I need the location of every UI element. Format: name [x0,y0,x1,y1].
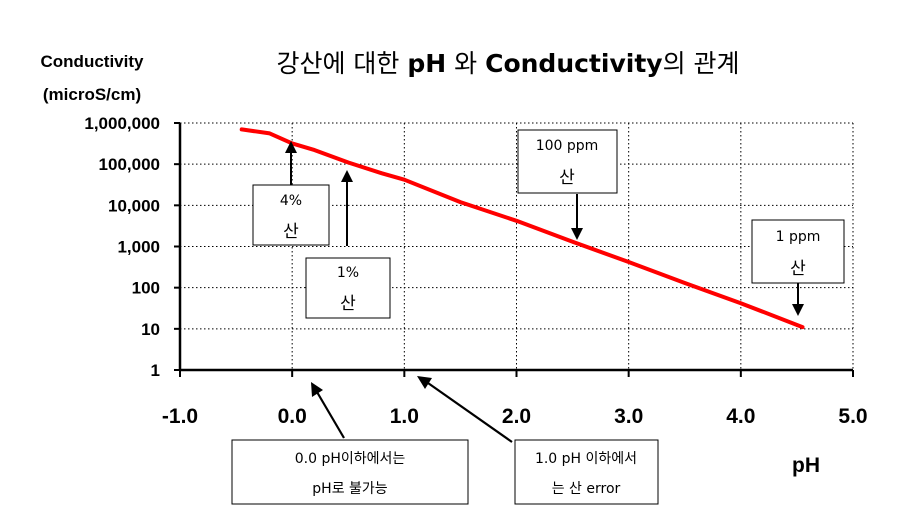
arrow-head [311,382,323,397]
annotation-line2: 는 산 error [552,481,621,497]
annotation-line1: 1 ppm [776,229,821,245]
y-axis-label-line1: Conductivity [41,52,144,71]
title-prefix: 강산에 대한 [276,49,407,78]
x-tick-label: 4.0 [726,405,755,428]
y-tick-label: 10,000 [108,196,160,215]
annotation-ph-0: 0.0 pH이하에서는 pH로 불가능 [231,382,469,505]
annotation-line1: 1.0 pH 이하에서 [535,451,637,467]
arrow-head [571,228,583,240]
title-suffix: 의 관계 [663,49,740,78]
annotation-box [305,257,391,319]
series [239,127,805,330]
x-tick-label: 0.0 [278,405,307,428]
x-tick-label: 1.0 [390,405,419,428]
title-mid: 와 [446,49,485,78]
annotation-line1: 1% [337,265,359,281]
annotation-line2: pH로 불가능 [312,481,388,497]
x-tick-label: 5.0 [838,405,867,428]
x-tick-label: 2.0 [502,405,531,428]
annotation-line2: 산 [790,259,806,279]
annotation-ph-1: 1.0 pH 이하에서 는 산 error [417,376,659,505]
x-tick-label: -1.0 [162,405,198,428]
annotation-1ppm: 1 ppm 산 [751,219,845,316]
annotation-line2: 산 [283,222,299,242]
x-axis-label: pH [792,454,820,477]
annotation-box [514,439,659,505]
x-tick-label: 3.0 [614,405,643,428]
annotation-arrow [316,391,345,439]
annotation-box [517,129,618,194]
annotation-line2: 산 [559,168,575,188]
series-line [239,127,805,330]
y-tick-label: 100,000 [99,155,160,174]
annotation-line1: 100 ppm [536,138,599,154]
y-tick-label: 1,000,000 [84,114,160,133]
y-tick-label: 1 [151,361,160,380]
annotation-100ppm: 100 ppm 산 [517,129,618,240]
title-ph: pH [407,49,446,78]
arrow-head [285,141,297,153]
y-tick-label: 10 [141,320,160,339]
arrow-head [341,170,353,182]
annotations: 4% 산 1% 산 100 ppm 산 1 ppm 산 [231,129,845,505]
annotation-box [231,439,469,505]
tick-labels: 1 10 100 1,000 10,000 100,000 1,000,000 -1.0 0.0… [84,114,867,428]
annotation-4pct: 4% 산 [252,141,330,246]
annotation-line2: 산 [340,294,356,314]
y-tick-label: 1,000 [117,238,160,257]
title-conductivity: Conductivity [485,49,662,78]
axes [174,122,854,377]
y-tick-label: 100 [132,279,160,298]
annotation-line1: 0.0 pH이하에서는 [295,451,406,467]
annotation-1pct: 1% 산 [305,170,391,319]
arrow-head [792,304,804,316]
annotation-line1: 4% [280,193,302,209]
arrow-head [417,376,432,389]
annotation-arrow [427,382,513,443]
chart-title: 강산에 대한 pH 와 Conductivity의 관계 [276,49,739,78]
y-axis-label-line2: (microS/cm) [43,85,141,104]
